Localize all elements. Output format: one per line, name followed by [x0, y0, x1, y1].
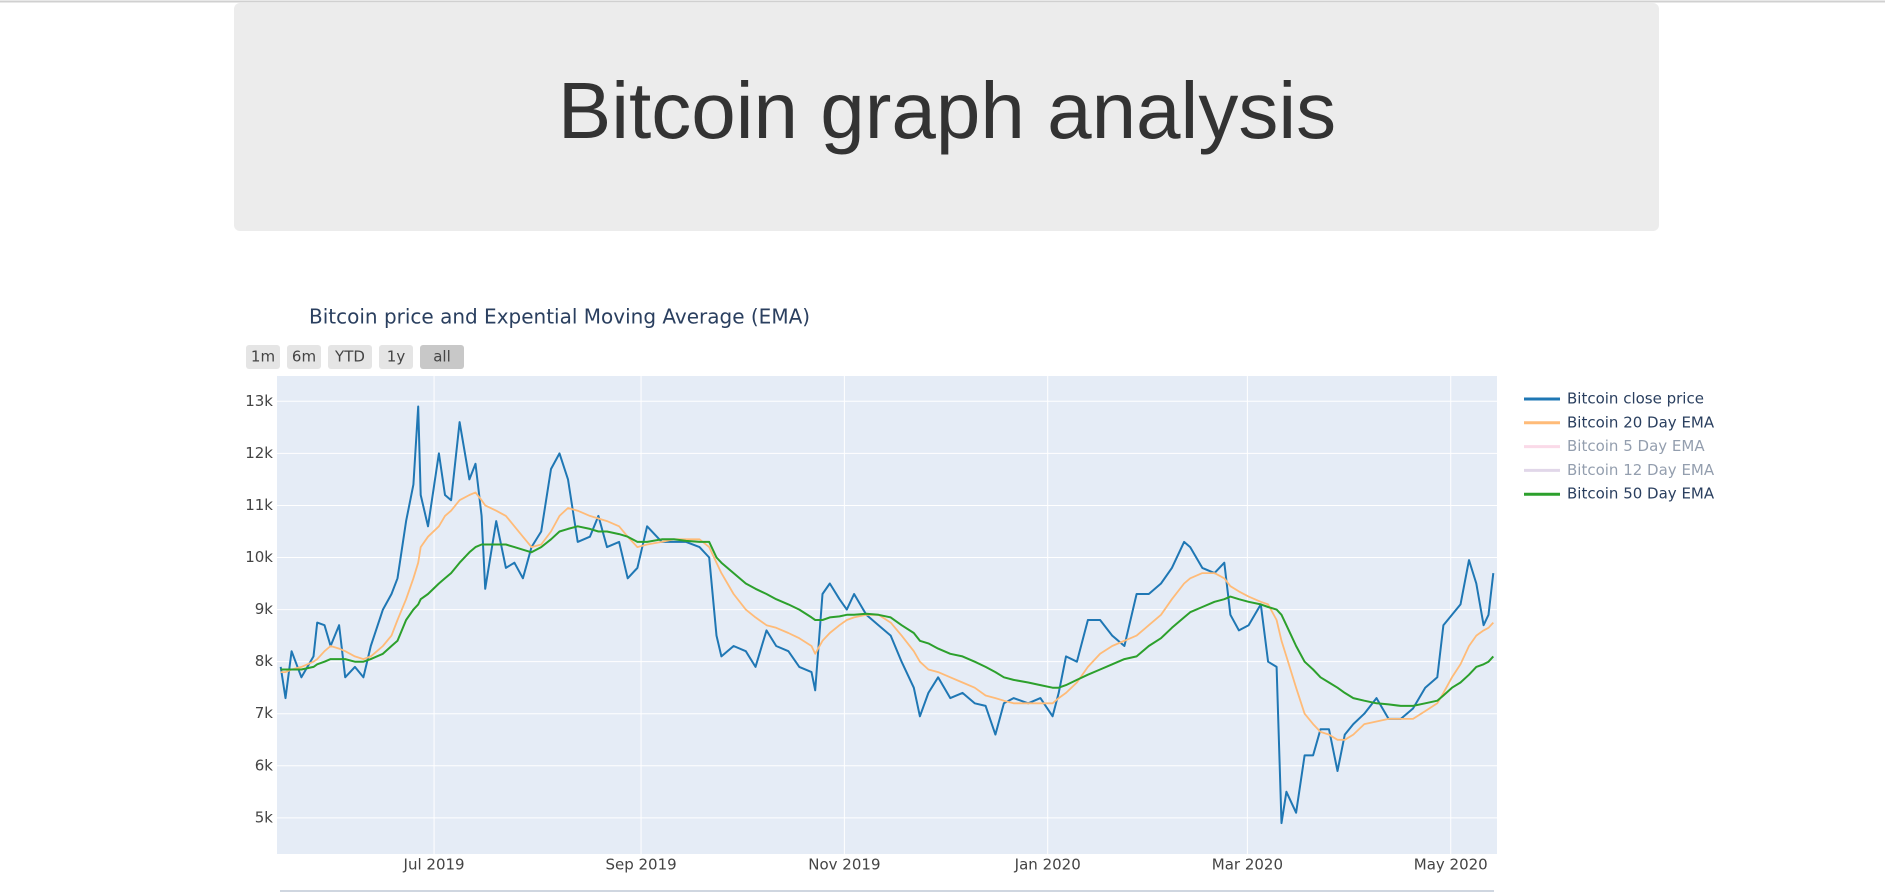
range-button[interactable]: 1m [246, 345, 280, 369]
range-button-label[interactable]: 6m [292, 348, 316, 366]
range-button-label[interactable]: 1y [387, 348, 406, 366]
range-button-bg[interactable] [287, 345, 321, 369]
legend-item[interactable]: Bitcoin 12 Day EMA [1524, 461, 1715, 479]
header-box [234, 3, 1659, 231]
plot-area [277, 376, 1497, 854]
x-tick-label: Nov 2019 [808, 856, 880, 874]
page-title: Bitcoin graph analysis [558, 66, 1336, 155]
range-button-bg[interactable] [379, 345, 413, 369]
legend-label[interactable]: Bitcoin 50 Day EMA [1567, 485, 1715, 503]
range-button-bg[interactable] [328, 345, 372, 369]
y-tick-label: 6k [255, 756, 274, 774]
y-tick-label: 8k [255, 652, 274, 670]
legend-item[interactable]: Bitcoin 50 Day EMA [1524, 485, 1715, 503]
y-tick-label: 5k [255, 808, 274, 826]
range-button[interactable]: YTD [328, 345, 372, 369]
series-line [280, 525, 1495, 707]
y-tick-label: 13k [245, 392, 273, 410]
range-button[interactable]: all [420, 345, 464, 369]
x-tick-label: Jul 2019 [403, 856, 465, 874]
legend-label[interactable]: Bitcoin 20 Day EMA [1567, 413, 1715, 431]
x-tick-label: May 2020 [1414, 856, 1488, 874]
range-button-bg[interactable] [246, 345, 280, 369]
x-tick-label: Mar 2020 [1212, 856, 1283, 874]
y-tick-label: 12k [245, 444, 273, 462]
range-button-bg[interactable] [420, 345, 464, 369]
y-tick-label: 9k [255, 600, 274, 618]
range-button-label[interactable]: 1m [251, 348, 275, 366]
chart-title: Bitcoin price and Expential Moving Avera… [309, 305, 810, 329]
legend-item[interactable]: Bitcoin 20 Day EMA [1524, 413, 1715, 431]
legend-label[interactable]: Bitcoin close price [1567, 390, 1704, 408]
range-button[interactable]: 6m [287, 345, 321, 369]
y-tick-label: 7k [255, 704, 274, 722]
legend-label[interactable]: Bitcoin 12 Day EMA [1567, 461, 1715, 479]
legend-item[interactable]: Bitcoin 5 Day EMA [1524, 437, 1705, 455]
x-tick-label: Sep 2019 [605, 856, 676, 874]
legend-label[interactable]: Bitcoin 5 Day EMA [1567, 437, 1705, 455]
y-tick-label: 11k [245, 496, 273, 514]
range-button[interactable]: 1y [379, 345, 413, 369]
range-button-label[interactable]: all [433, 348, 451, 366]
legend-item[interactable]: Bitcoin close price [1524, 390, 1704, 408]
x-tick-label: Jan 2020 [1014, 856, 1081, 874]
range-button-label[interactable]: YTD [334, 348, 365, 366]
series-line [279, 405, 1495, 825]
y-tick-label: 10k [245, 548, 273, 566]
series-line [280, 491, 1494, 741]
